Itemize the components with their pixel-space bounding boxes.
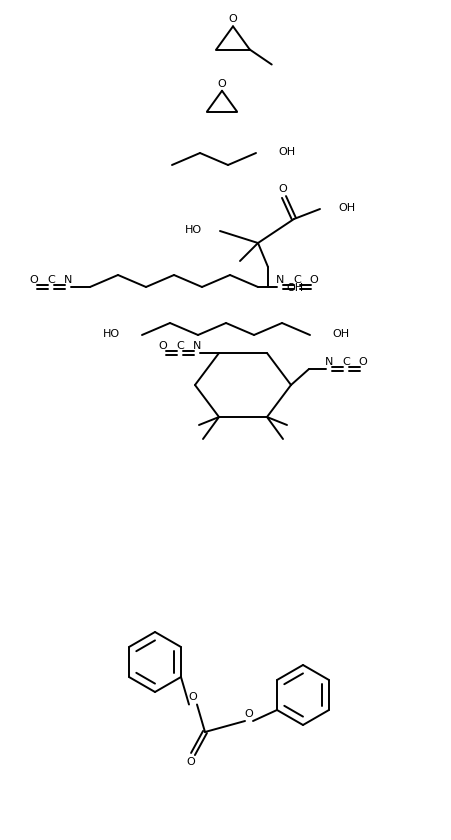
Text: OH: OH xyxy=(285,283,303,293)
Text: O: O xyxy=(278,184,287,194)
Text: O: O xyxy=(309,275,318,285)
Text: N: N xyxy=(275,275,284,285)
Text: C: C xyxy=(293,275,300,285)
Text: OH: OH xyxy=(331,329,348,339)
Text: N: N xyxy=(193,341,201,351)
Text: O: O xyxy=(228,14,237,24)
Text: O: O xyxy=(30,275,38,285)
Text: C: C xyxy=(341,357,349,367)
Text: OH: OH xyxy=(277,147,295,157)
Text: N: N xyxy=(324,357,332,367)
Text: O: O xyxy=(244,709,253,719)
Text: HO: HO xyxy=(103,329,120,339)
Text: O: O xyxy=(358,357,367,367)
Text: C: C xyxy=(47,275,55,285)
Text: O: O xyxy=(158,341,167,351)
Text: N: N xyxy=(64,275,72,285)
Text: C: C xyxy=(176,341,184,351)
Text: O: O xyxy=(188,692,197,702)
Text: O: O xyxy=(186,757,195,767)
Text: O: O xyxy=(217,79,226,89)
Text: HO: HO xyxy=(184,225,202,235)
Text: OH: OH xyxy=(337,203,354,213)
